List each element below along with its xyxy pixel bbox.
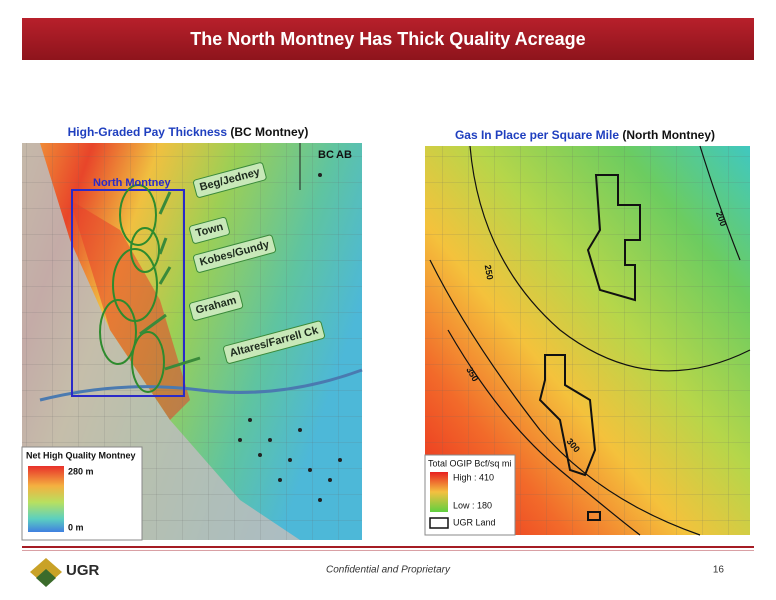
province-label: BC (318, 149, 334, 161)
province-label: AB (336, 149, 352, 161)
contour-label: 250 (483, 264, 495, 281)
callout-arrow (158, 237, 168, 255)
legend-title: Net High Quality Montney (26, 450, 136, 460)
title: The North Montney Has Thick Quality Acre… (190, 29, 585, 49)
header-bar (22, 18, 754, 60)
footer-rule (22, 550, 754, 551)
footer-rule (22, 546, 754, 548)
right-legend: Total OGIP Bcf/sq mi High : 410 Low : 18… (424, 454, 516, 536)
legend-low: Low : 180 (453, 500, 492, 510)
legend-high: High : 410 (453, 472, 494, 482)
legend-high: 280 m (68, 466, 94, 476)
legend-low: 0 m (68, 522, 84, 532)
logo-text: UGR (66, 562, 100, 579)
callout: Graham (189, 290, 244, 321)
callout-box (189, 290, 244, 321)
logo: UGR (30, 558, 100, 587)
right-caption: Gas In Place per Square Mile (North Mont… (455, 128, 715, 142)
callout-arrow (158, 266, 172, 285)
contour-label: 200 (714, 210, 729, 228)
area-label: North Montney (93, 177, 171, 189)
callout-box (189, 216, 230, 244)
left-legend: Net High Quality Montney 280 m 0 m (21, 446, 143, 541)
footer-text: Confidential and Proprietary (326, 565, 451, 576)
caption-rest: (BC Montney) (230, 125, 308, 139)
callout-box (193, 162, 267, 198)
callout-box (223, 320, 325, 364)
callout: Town (189, 216, 230, 244)
callout-box (193, 234, 277, 273)
callout-arrow (158, 191, 172, 215)
caption-rest: (North Montney) (622, 128, 715, 142)
caption-highlight: High-Graded Pay Thickness (68, 125, 228, 139)
left-caption: High-Graded Pay Thickness (BC Montney) (68, 125, 309, 139)
legend-land: UGR Land (453, 517, 496, 527)
legend-title: Total OGIP Bcf/sq mi (428, 458, 511, 468)
caption-highlight: Gas In Place per Square Mile (455, 128, 619, 142)
page-number: 16 (713, 565, 725, 576)
callout-arrow (139, 313, 167, 336)
callout-arrow (164, 356, 201, 371)
